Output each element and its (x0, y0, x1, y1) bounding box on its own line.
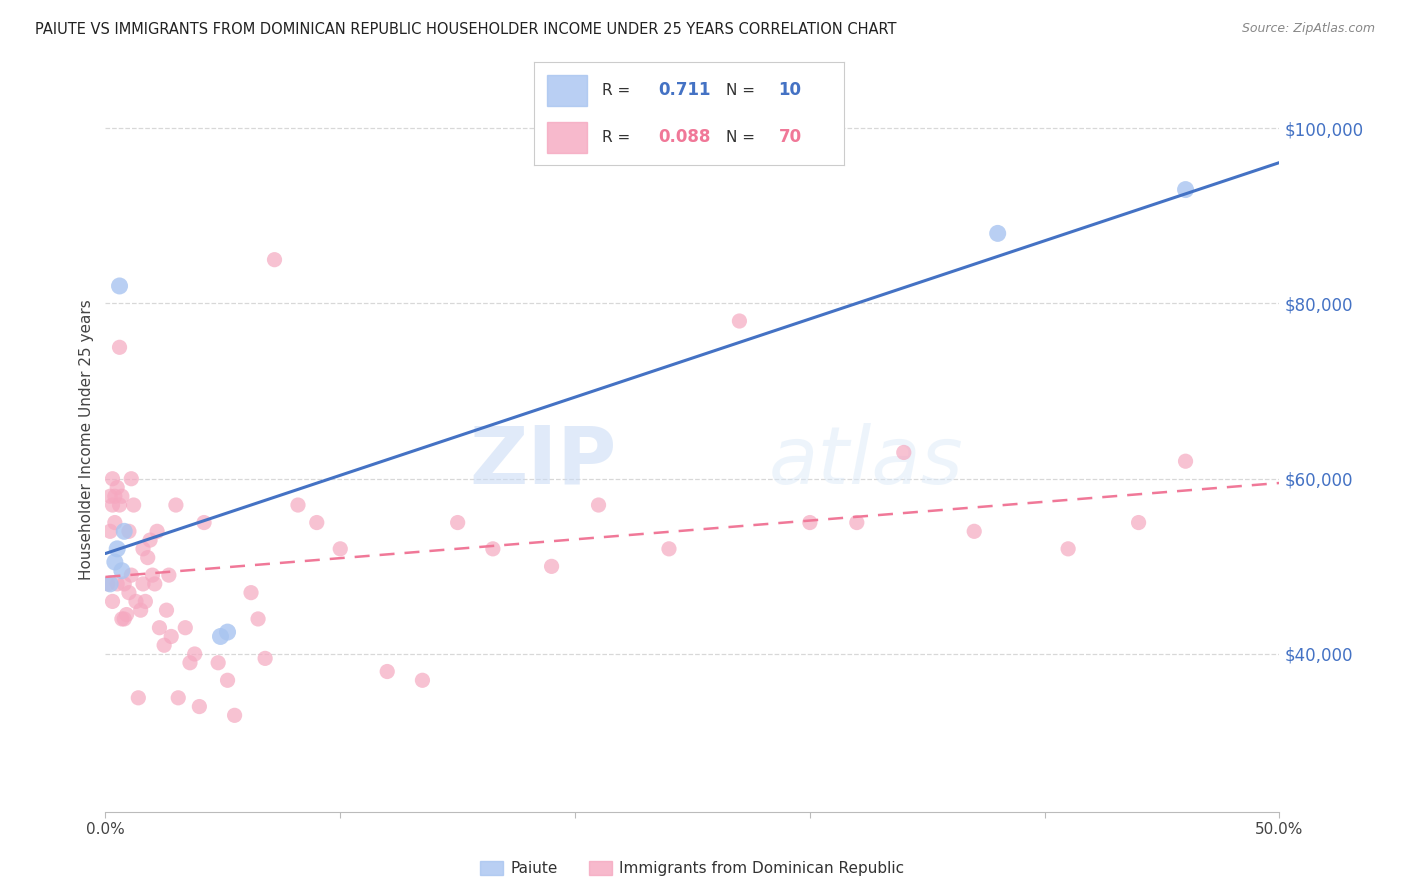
Point (588, 498, 610, 512)
Text: PAIUTE VS IMMIGRANTS FROM DOMINICAN REPUBLIC HOUSEHOLDER INCOME UNDER 25 YEARS C: PAIUTE VS IMMIGRANTS FROM DOMINICAN REPU… (35, 22, 897, 37)
Point (207, 656, 229, 670)
Point (112, 524, 135, 539)
Point (153, 638, 176, 652)
Point (120, 472, 142, 486)
Point (104, 516, 127, 530)
Point (112, 577, 135, 591)
Point (247, 612, 270, 626)
Point (217, 673, 239, 688)
Point (111, 564, 134, 578)
Point (108, 340, 131, 354)
Point (139, 533, 162, 547)
Point (129, 603, 152, 617)
Point (728, 314, 751, 328)
Point (98, 524, 121, 539)
Point (446, 516, 468, 530)
Point (101, 472, 124, 486)
Point (179, 656, 201, 670)
Text: N =: N = (725, 130, 759, 145)
Point (111, 612, 134, 626)
Point (540, 559, 562, 574)
Point (136, 550, 159, 565)
Point (104, 489, 127, 503)
Point (845, 516, 868, 530)
Point (217, 625, 239, 640)
Text: Source: ZipAtlas.com: Source: ZipAtlas.com (1241, 22, 1375, 36)
Point (108, 279, 131, 293)
Point (263, 252, 285, 267)
Point (104, 555, 127, 569)
Point (118, 585, 141, 599)
Point (224, 708, 246, 723)
Point (165, 498, 187, 512)
Point (287, 498, 309, 512)
Point (893, 445, 915, 459)
Text: 70: 70 (779, 128, 801, 146)
Point (98, 489, 121, 503)
Point (134, 594, 156, 608)
Text: ZIP: ZIP (468, 423, 616, 500)
Point (108, 498, 131, 512)
Point (122, 498, 145, 512)
Point (105, 481, 128, 495)
Text: R =: R = (602, 83, 636, 97)
Text: R =: R = (602, 130, 636, 145)
Y-axis label: Householder Income Under 25 years: Householder Income Under 25 years (79, 299, 94, 580)
Point (188, 699, 211, 714)
Point (97, 577, 120, 591)
Point (132, 577, 155, 591)
Point (254, 651, 277, 665)
Point (174, 621, 197, 635)
Point (101, 594, 124, 608)
Point (240, 585, 263, 599)
Bar (547, 75, 586, 105)
Point (799, 516, 821, 530)
Point (115, 607, 138, 622)
Point (305, 516, 328, 530)
Point (411, 673, 433, 688)
Point (111, 489, 134, 503)
Point (127, 690, 149, 705)
Point (1174, 454, 1197, 468)
Point (1174, 183, 1197, 197)
Point (125, 594, 148, 608)
Point (167, 690, 190, 705)
Bar (547, 122, 586, 153)
Legend: Paiute, Immigrants from Dominican Republic: Paiute, Immigrants from Dominican Republ… (474, 855, 911, 882)
Point (120, 568, 142, 582)
Point (987, 227, 1010, 241)
Point (1128, 516, 1150, 530)
Point (141, 568, 163, 582)
Point (146, 524, 169, 539)
Point (1057, 541, 1080, 556)
Point (112, 612, 135, 626)
Point (98, 577, 121, 591)
Text: 10: 10 (779, 81, 801, 99)
Point (105, 577, 128, 591)
Point (482, 541, 505, 556)
Text: 0.711: 0.711 (658, 81, 710, 99)
Point (105, 541, 128, 556)
Point (118, 524, 141, 539)
Point (193, 516, 215, 530)
Point (157, 568, 180, 582)
Point (658, 541, 681, 556)
Point (155, 603, 177, 617)
Text: 0.088: 0.088 (658, 128, 710, 146)
Point (148, 621, 170, 635)
Point (132, 541, 155, 556)
Point (101, 498, 124, 512)
Point (143, 577, 166, 591)
Point (329, 541, 352, 556)
Point (963, 524, 986, 539)
Point (160, 630, 183, 644)
Text: atlas: atlas (769, 423, 963, 500)
Point (183, 647, 205, 661)
Point (209, 630, 232, 644)
Point (375, 665, 398, 679)
Text: N =: N = (725, 83, 759, 97)
